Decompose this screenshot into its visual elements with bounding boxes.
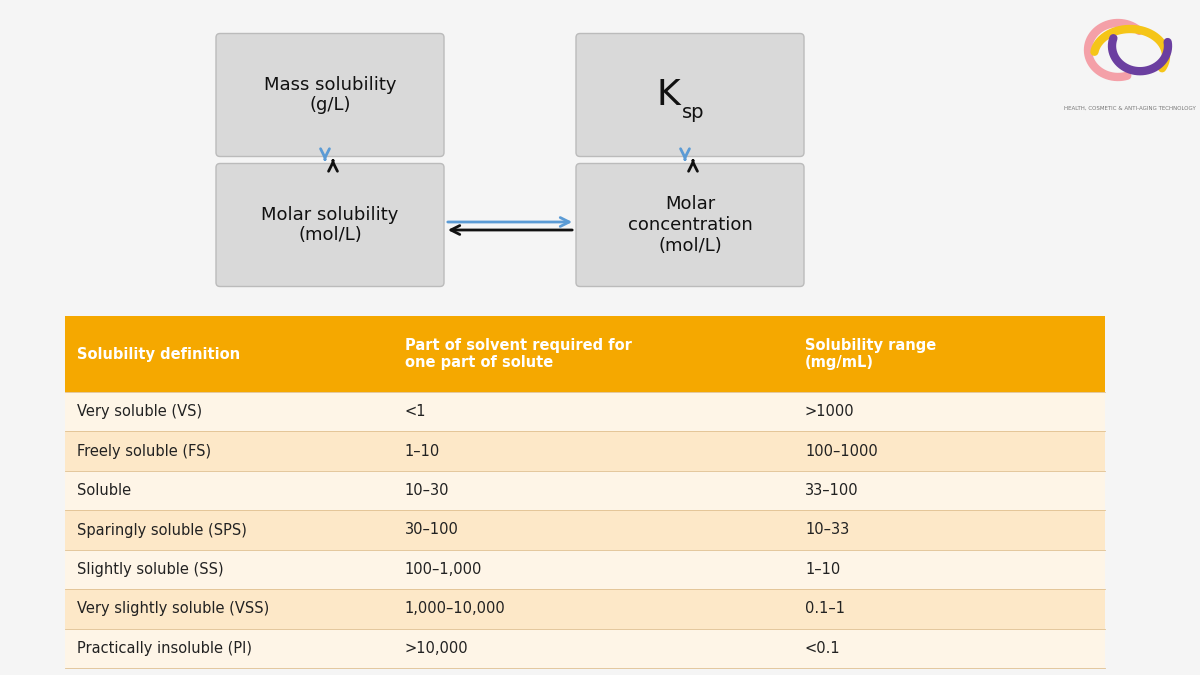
Text: sp: sp [682,103,704,122]
Bar [793,431,1105,471]
Text: 1–10: 1–10 [805,562,840,577]
Text: Part of solvent required for
one part of solute: Part of solvent required for one part of… [404,338,631,370]
Text: 30–100: 30–100 [404,522,458,537]
Bar [793,628,1105,668]
Bar [65,392,392,431]
Text: >10,000: >10,000 [404,641,468,656]
Text: 10–33: 10–33 [805,522,850,537]
Text: K: K [656,78,680,112]
Text: 33–100: 33–100 [805,483,859,498]
FancyBboxPatch shape [216,34,444,157]
Text: Practically insoluble (PI): Practically insoluble (PI) [77,641,252,656]
Text: 1–10: 1–10 [404,443,440,458]
Bar [392,316,793,392]
FancyBboxPatch shape [576,163,804,286]
Text: 0.1–1: 0.1–1 [805,601,845,616]
Bar [65,549,392,589]
Text: Soluble: Soluble [77,483,131,498]
Bar [65,628,392,668]
Text: 100–1,000: 100–1,000 [404,562,482,577]
Bar [392,392,793,431]
Text: Molar solubility
(mol/L): Molar solubility (mol/L) [262,206,398,244]
Bar [392,471,793,510]
FancyBboxPatch shape [576,34,804,157]
Bar [793,392,1105,431]
Bar [793,589,1105,628]
Bar [65,431,392,471]
Text: <1: <1 [404,404,426,419]
Bar [65,471,392,510]
Text: >1000: >1000 [805,404,854,419]
Bar [392,431,793,471]
Bar [65,589,392,628]
Bar [65,316,392,392]
Text: <0.1: <0.1 [805,641,841,656]
Text: Molar
concentration
(mol/L): Molar concentration (mol/L) [628,195,752,254]
Text: Slightly soluble (SS): Slightly soluble (SS) [77,562,223,577]
Text: HEALTH, COSMETIC & ANTI-AGING TECHNOLOGY: HEALTH, COSMETIC & ANTI-AGING TECHNOLOGY [1064,106,1196,111]
Text: Sparingly soluble (SPS): Sparingly soluble (SPS) [77,522,247,537]
FancyBboxPatch shape [216,163,444,286]
Bar [793,471,1105,510]
Text: 100–1000: 100–1000 [805,443,877,458]
Bar [793,510,1105,549]
Bar [65,510,392,549]
Bar [392,589,793,628]
Bar [392,549,793,589]
Bar [793,316,1105,392]
Bar [392,510,793,549]
Text: Solubility range
(mg/mL): Solubility range (mg/mL) [805,338,936,370]
Text: Freely soluble (FS): Freely soluble (FS) [77,443,211,458]
Text: 1,000–10,000: 1,000–10,000 [404,601,505,616]
Text: Very slightly soluble (VSS): Very slightly soluble (VSS) [77,601,269,616]
Bar [793,549,1105,589]
Text: Very soluble (VS): Very soluble (VS) [77,404,202,419]
Text: Solubility definition: Solubility definition [77,346,240,362]
Text: 10–30: 10–30 [404,483,449,498]
Text: Mass solubility
(g/L): Mass solubility (g/L) [264,76,396,114]
Bar [392,628,793,668]
